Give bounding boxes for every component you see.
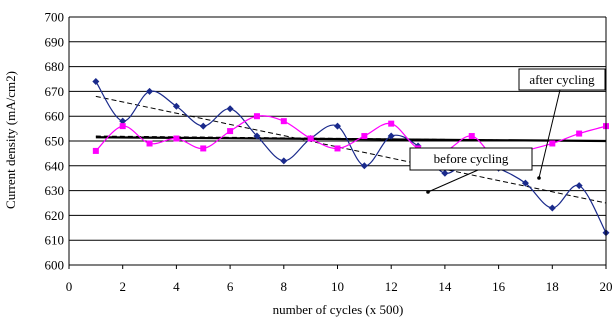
- data-point-square: [361, 133, 368, 140]
- y-tick-label: 650: [45, 134, 65, 149]
- data-point-square: [576, 130, 583, 137]
- x-tick-label: 20: [600, 279, 613, 294]
- data-point-diamond: [387, 132, 395, 140]
- data-point-diamond: [360, 162, 368, 170]
- callout-before-cycling-box: [409, 147, 533, 171]
- annotations: before cycling after cycling: [409, 68, 606, 194]
- y-tick-label: 630: [45, 183, 65, 198]
- data-point-diamond: [334, 122, 341, 130]
- x-tick-label: 14: [438, 279, 452, 294]
- callout-after-cycling-box: [518, 68, 606, 91]
- x-tick-label: 18: [546, 279, 559, 294]
- data-point-square: [307, 135, 314, 142]
- trendline: [95, 95, 607, 204]
- data-point-square: [200, 145, 207, 152]
- data-point-diamond: [119, 117, 127, 125]
- callout-after-cycling-pointer-tip: [537, 176, 541, 180]
- data-point-square: [119, 123, 126, 130]
- x-tick-label: 12: [385, 279, 398, 294]
- tick-labels: 600 610 620 630 640 650 660 670 680 690 700 0 2 4 6 8 10…: [45, 10, 613, 295]
- data-point-square: [227, 128, 234, 135]
- data-point-diamond: [575, 182, 583, 190]
- y-tick-label: 680: [45, 59, 65, 74]
- callout-before-cycling-pointer: [427, 169, 479, 193]
- callout-after-cycling-text: after cycling: [529, 72, 595, 87]
- y-tick-label: 700: [45, 10, 65, 25]
- callout-before-cycling-pointer-tip: [426, 190, 430, 194]
- x-tick-label: 10: [331, 279, 344, 294]
- data-point-square: [173, 135, 180, 142]
- data-point-square: [388, 120, 395, 127]
- callout-before-cycling-text: before cycling: [434, 151, 509, 166]
- axes: [68, 17, 607, 269]
- data-point-diamond: [441, 169, 449, 177]
- x-tick-label: 6: [227, 279, 234, 294]
- y-axis-title: Current density (mA/cm2): [3, 71, 18, 209]
- grid: [69, 16, 606, 266]
- y-tick-label: 600: [45, 258, 65, 273]
- data-point-diamond: [548, 204, 556, 212]
- x-axis-title: number of cycles (x 500): [273, 302, 404, 317]
- x-tick-label: 8: [281, 279, 288, 294]
- data-point-diamond: [280, 157, 288, 165]
- trendline: [95, 135, 607, 142]
- data-point-diamond: [253, 132, 261, 140]
- data-point-square: [146, 140, 153, 147]
- x-tick-label: 0: [66, 279, 73, 294]
- y-tick-label: 690: [45, 34, 65, 49]
- data-point-square: [334, 145, 341, 152]
- callout-after-cycling-pointer: [538, 89, 561, 179]
- y-tick-label: 640: [45, 158, 65, 173]
- data-point-diamond: [146, 87, 154, 95]
- x-tick-label: 16: [492, 279, 506, 294]
- y-tick-label: 620: [45, 208, 65, 223]
- trendlines: [95, 95, 607, 204]
- data-point-diamond: [199, 122, 207, 130]
- x-tick-label: 4: [173, 279, 180, 294]
- data-point-diamond: [521, 179, 529, 187]
- series-line-1: [95, 81, 607, 234]
- x-tick-label: 2: [119, 279, 126, 294]
- data-point-square: [468, 133, 475, 140]
- data-point-square: [280, 118, 287, 125]
- y-tick-label: 670: [45, 84, 65, 99]
- data-point-diamond: [226, 105, 234, 113]
- y-tick-label: 610: [45, 233, 65, 248]
- data-point-diamond: [92, 77, 100, 85]
- data-point-square: [92, 147, 99, 154]
- data-point-square: [253, 113, 260, 120]
- data-point-square: [549, 140, 556, 147]
- data-point-diamond: [172, 102, 180, 110]
- y-tick-label: 660: [45, 109, 65, 124]
